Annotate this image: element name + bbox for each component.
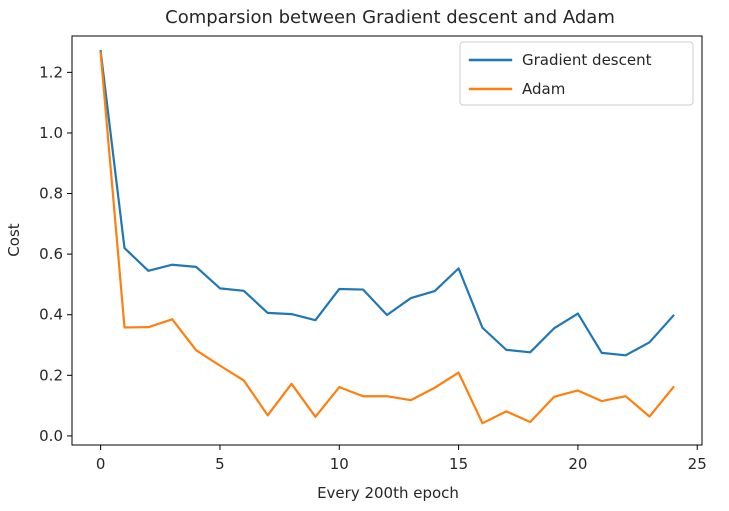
x-axis-label: Every 200th epoch: [317, 484, 459, 502]
legend-label-adam: Adam: [522, 80, 565, 98]
x-axis-ticks: 0 5 10 15 20 25: [96, 445, 707, 473]
y-axis-ticks: 0.0 0.2 0.4 0.6 0.8 1.0 1.2: [39, 63, 72, 445]
plot-frame: [71, 35, 703, 446]
x-tick-label: 0: [96, 455, 106, 473]
y-tick-label: 0.6: [39, 245, 63, 263]
legend-label-gradient-descent: Gradient descent: [522, 51, 652, 69]
y-axis-label: Cost: [5, 223, 23, 256]
x-tick-label: 20: [568, 455, 587, 473]
x-tick-label: 25: [688, 455, 707, 473]
y-tick-label: 0.8: [39, 185, 63, 203]
series-lines: [99, 49, 675, 425]
x-tick-label: 15: [449, 455, 468, 473]
series-line-gradient-descent: [99, 49, 675, 357]
x-tick-label: 10: [330, 455, 349, 473]
legend-box: [459, 41, 694, 106]
series-line-adam: [99, 51, 675, 425]
y-tick-label: 0.4: [39, 306, 63, 324]
y-tick-label: 0.0: [39, 427, 63, 445]
y-tick-label: 0.2: [39, 366, 63, 384]
x-tick-label: 5: [215, 455, 225, 473]
y-tick-label: 1.0: [39, 124, 63, 142]
chart-title: Comparsion between Gradient descent and …: [165, 7, 615, 28]
y-tick-label: 1.2: [39, 63, 63, 81]
legend: Gradient descent Adam: [459, 41, 694, 106]
